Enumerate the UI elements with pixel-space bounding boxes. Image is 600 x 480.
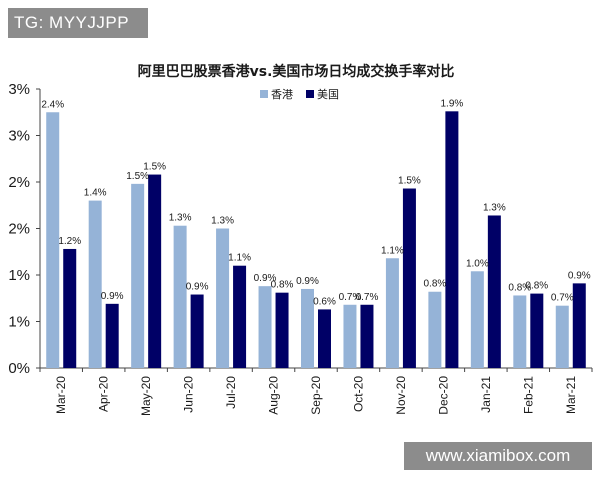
- bar-hk: [88, 200, 102, 368]
- watermark-top-left: TG: MYYJJPP: [8, 8, 148, 38]
- y-tick-label: 1%: [8, 314, 30, 331]
- data-label-us: 0.9%: [186, 282, 209, 293]
- bar-hk: [46, 112, 60, 368]
- x-tick-label: Feb-21: [521, 376, 535, 414]
- data-label-us: 0.8%: [525, 281, 548, 292]
- data-label-hk: 1.3%: [169, 213, 192, 224]
- chart-title: 阿里巴巴股票香港vs.美国市场日均成交换手率对比: [138, 63, 455, 80]
- data-label-us: 1.2%: [58, 236, 81, 247]
- bar-us: [318, 309, 331, 368]
- y-tick-label: 1%: [8, 267, 30, 284]
- data-label-us: 1.3%: [483, 202, 506, 213]
- watermark-bottom-right: www.xiamibox.com: [404, 442, 592, 470]
- y-tick-label: 3%: [8, 81, 30, 98]
- bar-us: [148, 174, 162, 368]
- data-label-hk: 1.5%: [126, 171, 149, 182]
- bar-hk: [343, 304, 357, 368]
- data-label-hk: 0.9%: [254, 273, 277, 284]
- data-label-hk: 1.0%: [466, 258, 489, 269]
- x-tick-label: Apr-20: [97, 376, 111, 412]
- x-tick-label: Mar-21: [564, 376, 578, 414]
- legend-label-us: 美国: [317, 88, 339, 101]
- bar-us: [360, 304, 374, 368]
- y-tick-label: 0%: [8, 360, 30, 377]
- bar-us: [487, 215, 501, 368]
- bar-hk: [470, 271, 484, 368]
- bar-hk: [131, 183, 145, 368]
- data-label-hk: 0.8%: [508, 282, 531, 293]
- data-label-hk: 0.8%: [423, 279, 446, 290]
- x-tick-label: Nov-20: [394, 376, 408, 415]
- bar-hk: [385, 258, 399, 368]
- data-label-us: 1.1%: [228, 253, 251, 264]
- bar-hk: [513, 295, 527, 368]
- y-tick-label: 2%: [8, 221, 30, 238]
- bar-us: [63, 248, 77, 368]
- bar-us: [190, 294, 204, 368]
- x-tick-label: Oct-20: [351, 376, 365, 412]
- data-label-hk: 1.1%: [381, 245, 404, 256]
- bar-hk: [216, 228, 230, 368]
- bar-us: [402, 188, 416, 368]
- data-label-hk: 0.9%: [296, 276, 319, 287]
- bars: [46, 111, 586, 368]
- bar-hk: [173, 225, 187, 368]
- bar-hk: [301, 288, 314, 368]
- x-tick-label: Jun-20: [182, 376, 196, 413]
- data-label-hk: 1.3%: [211, 216, 234, 227]
- legend-label-hk: 香港: [271, 88, 293, 101]
- x-tick-label: May-20: [139, 376, 153, 416]
- axes: 0% 1% 1% 2% 2% 3% 3% Mar-20 Apr-20 May-20 Jun-20 Ju…: [8, 81, 593, 416]
- x-tick-label: Sep-20: [309, 376, 323, 415]
- bar-hk: [555, 305, 569, 368]
- data-label-us: 1.9%: [440, 98, 463, 109]
- bar-us: [105, 303, 119, 368]
- legend: 香港 美国: [260, 88, 339, 101]
- data-label-us: 0.9%: [568, 270, 591, 281]
- data-label-us: 0.8%: [271, 280, 294, 291]
- data-label-us: 0.7%: [356, 292, 379, 303]
- legend-swatch-us: [306, 90, 314, 98]
- data-label-hk: 0.7%: [551, 293, 574, 304]
- data-label-us: 1.5%: [398, 176, 421, 187]
- data-label-us: 0.6%: [313, 296, 336, 307]
- data-label-us: 1.5%: [143, 162, 166, 173]
- bar-us: [445, 111, 459, 368]
- bar-hk: [428, 291, 442, 368]
- x-tick-label: Jul-20: [224, 376, 238, 409]
- x-tick-label: Jan-21: [479, 376, 493, 413]
- bar-us: [275, 292, 289, 368]
- bar-hk: [258, 286, 272, 368]
- data-label-hk: 1.4%: [84, 188, 107, 199]
- data-label-us: 0.9%: [101, 291, 124, 302]
- bar-us: [233, 265, 247, 368]
- x-tick-label: Dec-20: [436, 376, 450, 415]
- y-tick-label: 2%: [8, 174, 30, 191]
- x-tick-label: Aug-20: [267, 376, 281, 415]
- data-labels: 2.4% 1.4% 1.5% 1.3% 1.3% 0.9% 0.9% 0.7% 1.1% 0.8%…: [41, 98, 590, 307]
- bar-us: [530, 293, 544, 368]
- data-label-hk: 0.7%: [339, 292, 362, 303]
- x-tick-label: Mar-20: [54, 376, 68, 414]
- bar-us: [572, 283, 586, 368]
- legend-swatch-hk: [260, 90, 268, 98]
- data-label-hk: 2.4%: [41, 99, 64, 110]
- y-tick-label: 3%: [8, 128, 30, 145]
